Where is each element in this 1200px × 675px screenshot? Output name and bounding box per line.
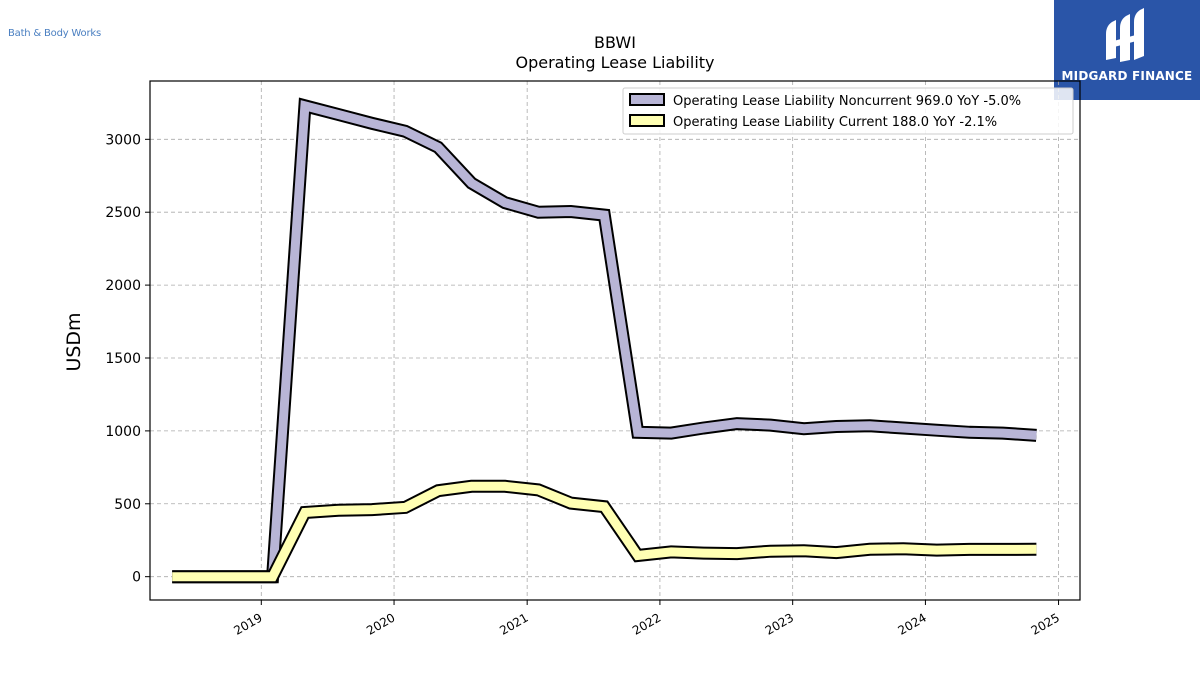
y-tick-label: 3000 <box>105 132 141 148</box>
series-line-1 <box>172 481 1037 582</box>
y-tick-label: 2500 <box>105 205 141 221</box>
y-tick-label: 2000 <box>105 278 141 294</box>
y-tick-label: 1000 <box>105 424 141 440</box>
y-axis-label: USDm <box>63 312 85 371</box>
legend-swatch-1 <box>629 114 665 127</box>
x-tick-label: 2019 <box>231 610 264 637</box>
y-tick-label: 0 <box>132 570 141 586</box>
brand-logo: MIDGARD FINANCE <box>1054 0 1200 100</box>
y-axis: 0 500 1000 1500 2000 2500 3000 <box>105 132 150 586</box>
y-tick-label: 500 <box>114 497 141 513</box>
x-tick-label: 2022 <box>630 610 663 637</box>
series-line-0 <box>172 100 1037 582</box>
series-outline-1 <box>172 479 1037 584</box>
series-layer <box>172 97 1037 584</box>
legend-label-0: Operating Lease Liability Noncurrent 969… <box>673 94 1021 109</box>
brand-mark-icon <box>1106 8 1144 62</box>
brand-name: MIDGARD FINANCE <box>1061 69 1193 83</box>
legend-frame <box>622 87 1074 135</box>
y-tick-label: 1500 <box>105 351 141 367</box>
chart-subtitle: Operating Lease Liability <box>515 53 714 72</box>
x-tick-label: 2024 <box>895 610 928 637</box>
company-logo: Bath & Body Works <box>8 28 101 39</box>
legend-label-1: Operating Lease Liability Current 188.0 … <box>673 115 997 130</box>
x-axis: 2019 2020 2021 2022 2023 2024 2025 <box>231 600 1062 638</box>
x-tick-label: 2020 <box>364 610 397 637</box>
x-tick-label: 2023 <box>763 610 796 637</box>
x-tick-label: 2025 <box>1029 610 1062 637</box>
chart-title: BBWI <box>594 33 636 52</box>
legend-swatch-0 <box>629 93 665 106</box>
plot-frame <box>149 80 1081 601</box>
x-tick-label: 2021 <box>497 610 530 637</box>
grid <box>150 81 1080 600</box>
legend: Operating Lease Liability Noncurrent 969… <box>622 87 1074 135</box>
